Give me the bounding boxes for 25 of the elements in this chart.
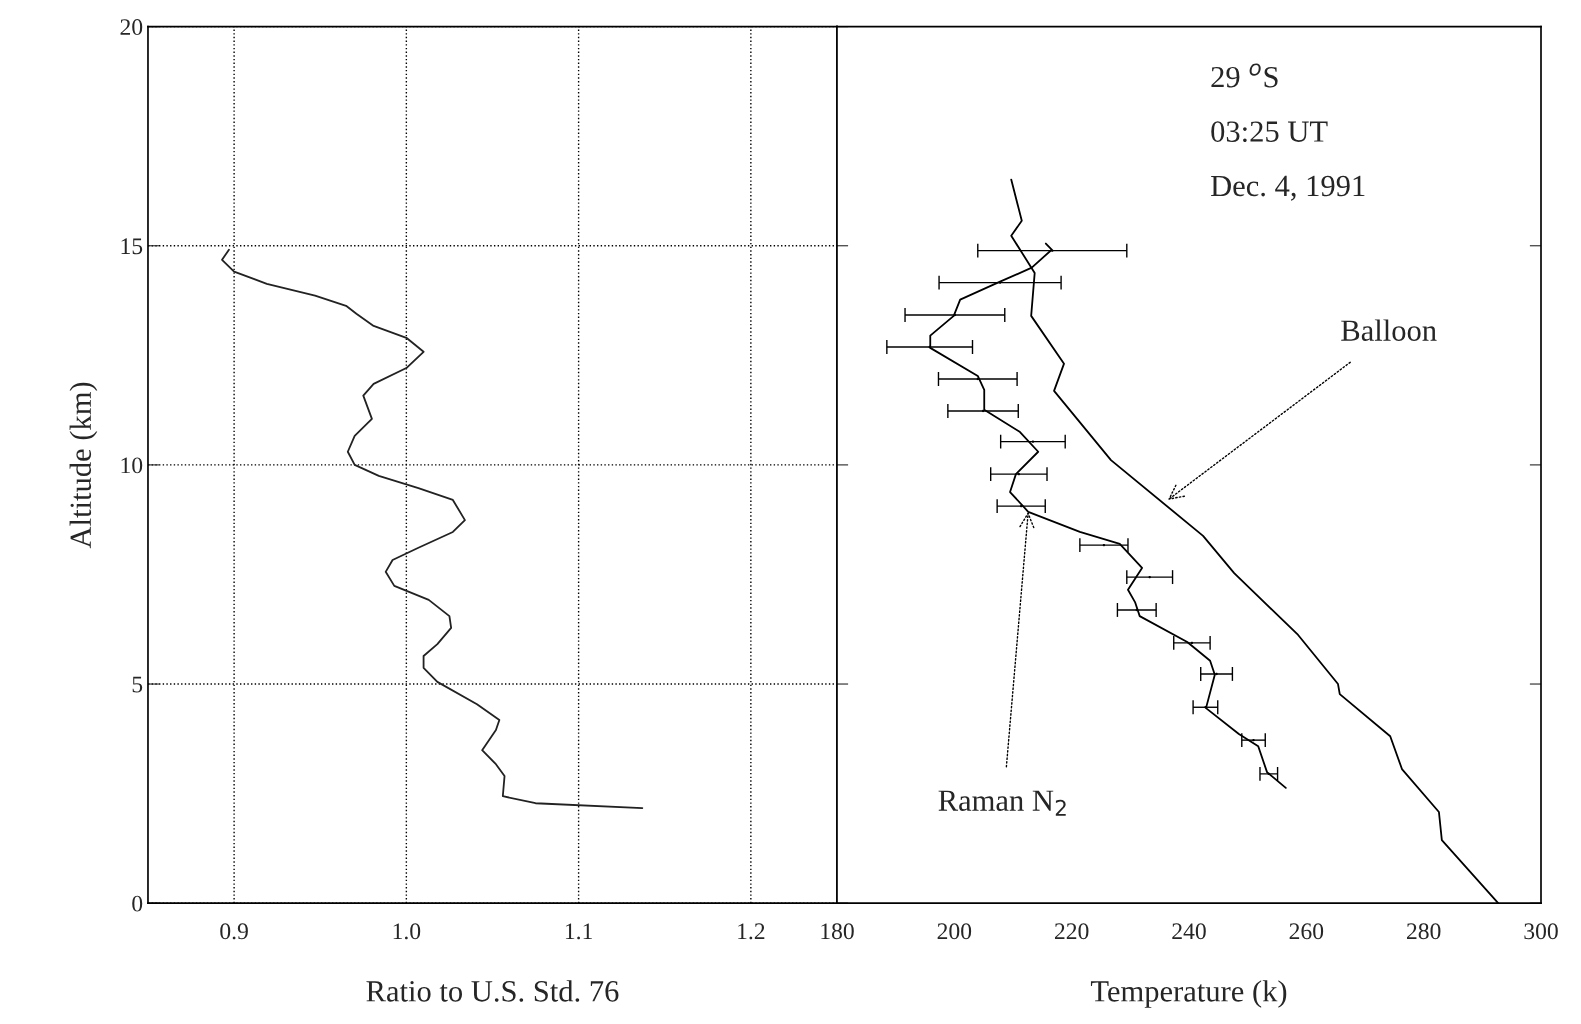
x-tick-label: 220 xyxy=(1054,923,1089,940)
x-tick-label: 280 xyxy=(1406,923,1441,940)
y-axis-title: Altitude (km) xyxy=(69,382,98,549)
x-tick-label: 260 xyxy=(1289,923,1324,940)
x-tick-label: 300 xyxy=(1524,923,1558,940)
line-series xyxy=(221,248,644,809)
x-axis-title: Ratio to U.S. Std. 76 xyxy=(366,980,619,1002)
x-tick-label: 1.0 xyxy=(393,923,421,940)
annotation: Dec. 4, 1991 xyxy=(1210,175,1365,201)
x-axis-title: Temperature (k) xyxy=(1090,980,1287,1008)
y-tick-label: 20 xyxy=(120,19,143,36)
y-tick-label: 0 xyxy=(132,895,143,912)
annotation: Raman N$_{2}$ xyxy=(938,790,1066,816)
x-tick-label: 240 xyxy=(1172,923,1206,940)
y-tick-label: 5 xyxy=(132,676,143,693)
annotation: Balloon xyxy=(1341,319,1437,341)
y-tick-label: 15 xyxy=(121,238,143,255)
x-tick-label: 1.1 xyxy=(565,923,592,940)
x-tick-label: 200 xyxy=(937,923,972,940)
x-tick-label: 1.2 xyxy=(738,923,765,940)
annotation: 03:25 UT xyxy=(1211,121,1328,143)
y-tick-label: 10 xyxy=(121,457,143,474)
annotation: 29 $^{o}$S xyxy=(1211,63,1278,88)
x-tick-label: 0.9 xyxy=(220,923,248,940)
x-tick-label: 180 xyxy=(821,923,854,940)
